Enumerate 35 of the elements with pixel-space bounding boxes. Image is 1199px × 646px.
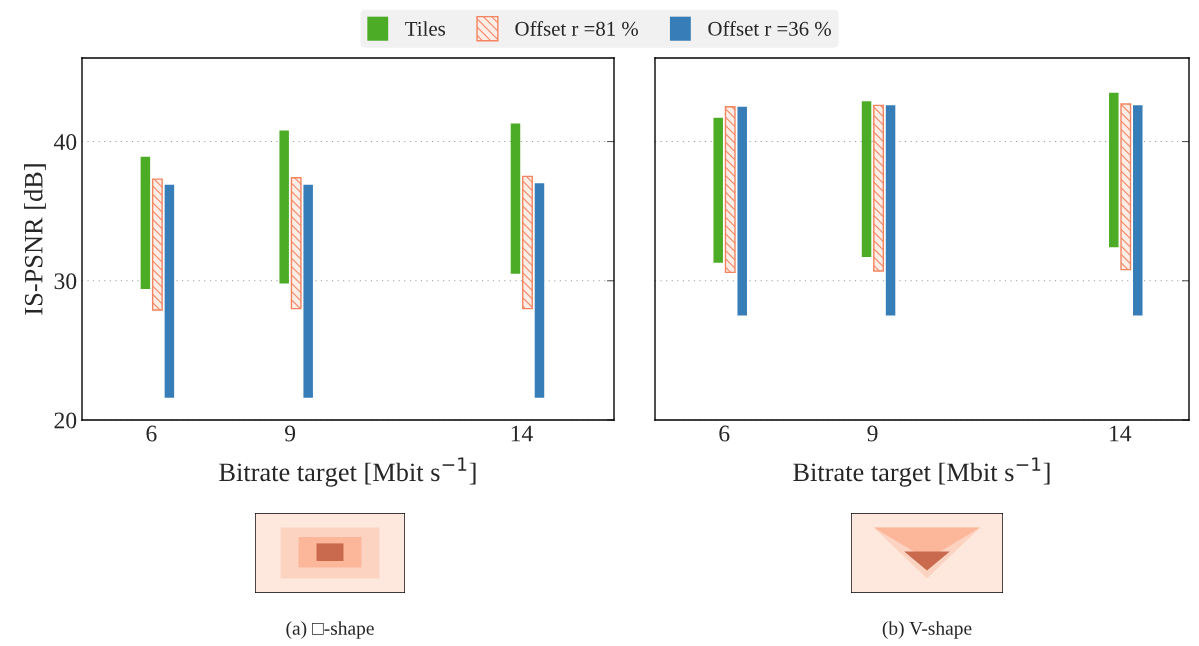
x-axis-title: Bitrate target [Mbit s$^{−1}$] [219,457,476,487]
bar [1109,92,1119,248]
bar [510,123,521,274]
x-tick-label: 9 [867,425,878,442]
x-tick-label: 14 [511,425,533,442]
x-tick-label: 9 [285,425,296,442]
bar [151,178,163,311]
legend-label: Tiles [405,21,446,36]
bar [290,177,302,310]
text: (a) □-shape [286,621,374,639]
bar [522,175,533,310]
x-axis-title: Bitrate target [Mbit s$^{−1}$] [793,457,1050,487]
x-tick-label: 6 [719,425,730,442]
y-axis-title: IS-PSNR [dB] [24,164,46,315]
x-tick-label: 6 [146,425,157,442]
y-tick-label: 40 [53,134,77,150]
bar [303,184,313,398]
y-tick-label: 20 [54,412,77,429]
text: (b) V-shape [882,621,972,639]
x-tick-label: 14 [1110,425,1132,442]
legend-label: Offset r =81 % [515,20,639,36]
bar [164,184,175,398]
bar [724,106,736,274]
bar [140,156,151,290]
legend-label: Offset r =36 % [708,20,831,36]
bar [1133,105,1143,316]
bar [885,105,896,316]
y-tick-label: 30 [54,273,77,290]
bar [279,130,289,284]
bar [861,101,872,258]
bar [1120,103,1132,271]
bar [873,104,885,272]
bar [737,106,747,316]
bar [713,117,723,263]
bar [534,183,545,398]
